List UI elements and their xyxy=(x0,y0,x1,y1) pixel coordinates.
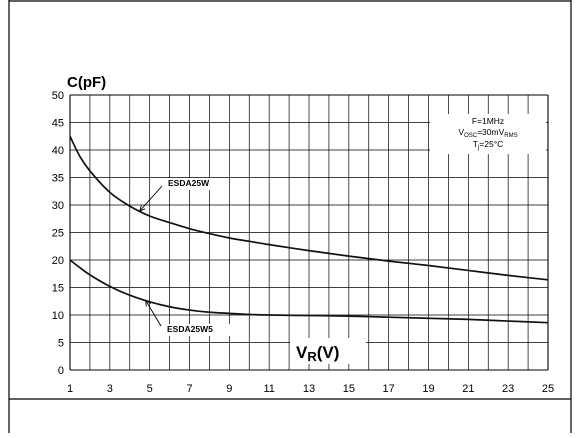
x-axis-label: VR(V) xyxy=(290,338,366,364)
series-line-esda25w5 xyxy=(69,259,549,324)
x-tick-label: 1 xyxy=(67,383,73,395)
y-tick-label: 10 xyxy=(52,310,64,322)
y-tick-label: 0 xyxy=(58,365,64,377)
condition-frequency: F=1MHz xyxy=(472,116,504,126)
x-tick-label: 9 xyxy=(226,383,232,395)
x-tick-label: 25 xyxy=(542,383,554,395)
y-tick-label: 35 xyxy=(52,173,64,185)
annotation-label-esda25w: ESDA25W xyxy=(168,178,210,188)
annotation-arrow-head xyxy=(139,205,146,212)
y-tick-label: 40 xyxy=(52,145,64,157)
tick-labels: 1 3 5 7 9 11 13 15 17 19 21 23 250510152025303540455… xyxy=(52,90,554,395)
conditions-box: F=1MHz VOSC=30mVRMS Tj=25°C xyxy=(430,114,546,154)
annotation-label-bg xyxy=(162,178,220,190)
y-tick-label: 15 xyxy=(52,283,64,295)
y-axis-label: C(pF) xyxy=(67,74,106,91)
condition-osc-voltage: VOSC=30mVRMS xyxy=(458,127,517,139)
x-axis-label-text: VR(V) xyxy=(296,343,339,364)
x-tick-label: 5 xyxy=(147,383,153,395)
annotations: ESDA25W ESDA25W5 xyxy=(139,178,233,336)
series-lines xyxy=(69,135,549,324)
y-tick-label: 25 xyxy=(52,228,64,240)
x-tick-label: 13 xyxy=(303,383,315,395)
x-tick-label: 21 xyxy=(462,383,474,395)
y-tick-label: 50 xyxy=(52,90,64,102)
x-tick-label: 11 xyxy=(263,383,274,395)
x-tick-label: 3 xyxy=(107,383,113,395)
x-tick-label: 17 xyxy=(383,383,395,395)
condition-junction-temp: Tj=25°C xyxy=(473,139,504,151)
annotation-arrow xyxy=(139,185,163,212)
x-tick-label: 15 xyxy=(343,383,355,395)
y-tick-label: 20 xyxy=(52,255,64,267)
annotation-label-bg xyxy=(165,324,233,336)
x-tick-label: 7 xyxy=(186,383,192,395)
x-tick-label: 23 xyxy=(502,383,514,395)
x-tick-label: 19 xyxy=(422,383,434,395)
x-axis-label-bg xyxy=(290,338,366,364)
annotation-arrow xyxy=(145,300,162,327)
annotation-label-esda25w5: ESDA25W5 xyxy=(167,324,213,334)
series-line-esda25w xyxy=(69,135,549,281)
y-tick-label: 5 xyxy=(58,338,64,350)
annotation-arrow-head xyxy=(145,299,151,307)
y-tick-label: 30 xyxy=(52,200,64,212)
conditions-box-bg xyxy=(430,114,546,154)
y-tick-label: 45 xyxy=(52,118,64,130)
